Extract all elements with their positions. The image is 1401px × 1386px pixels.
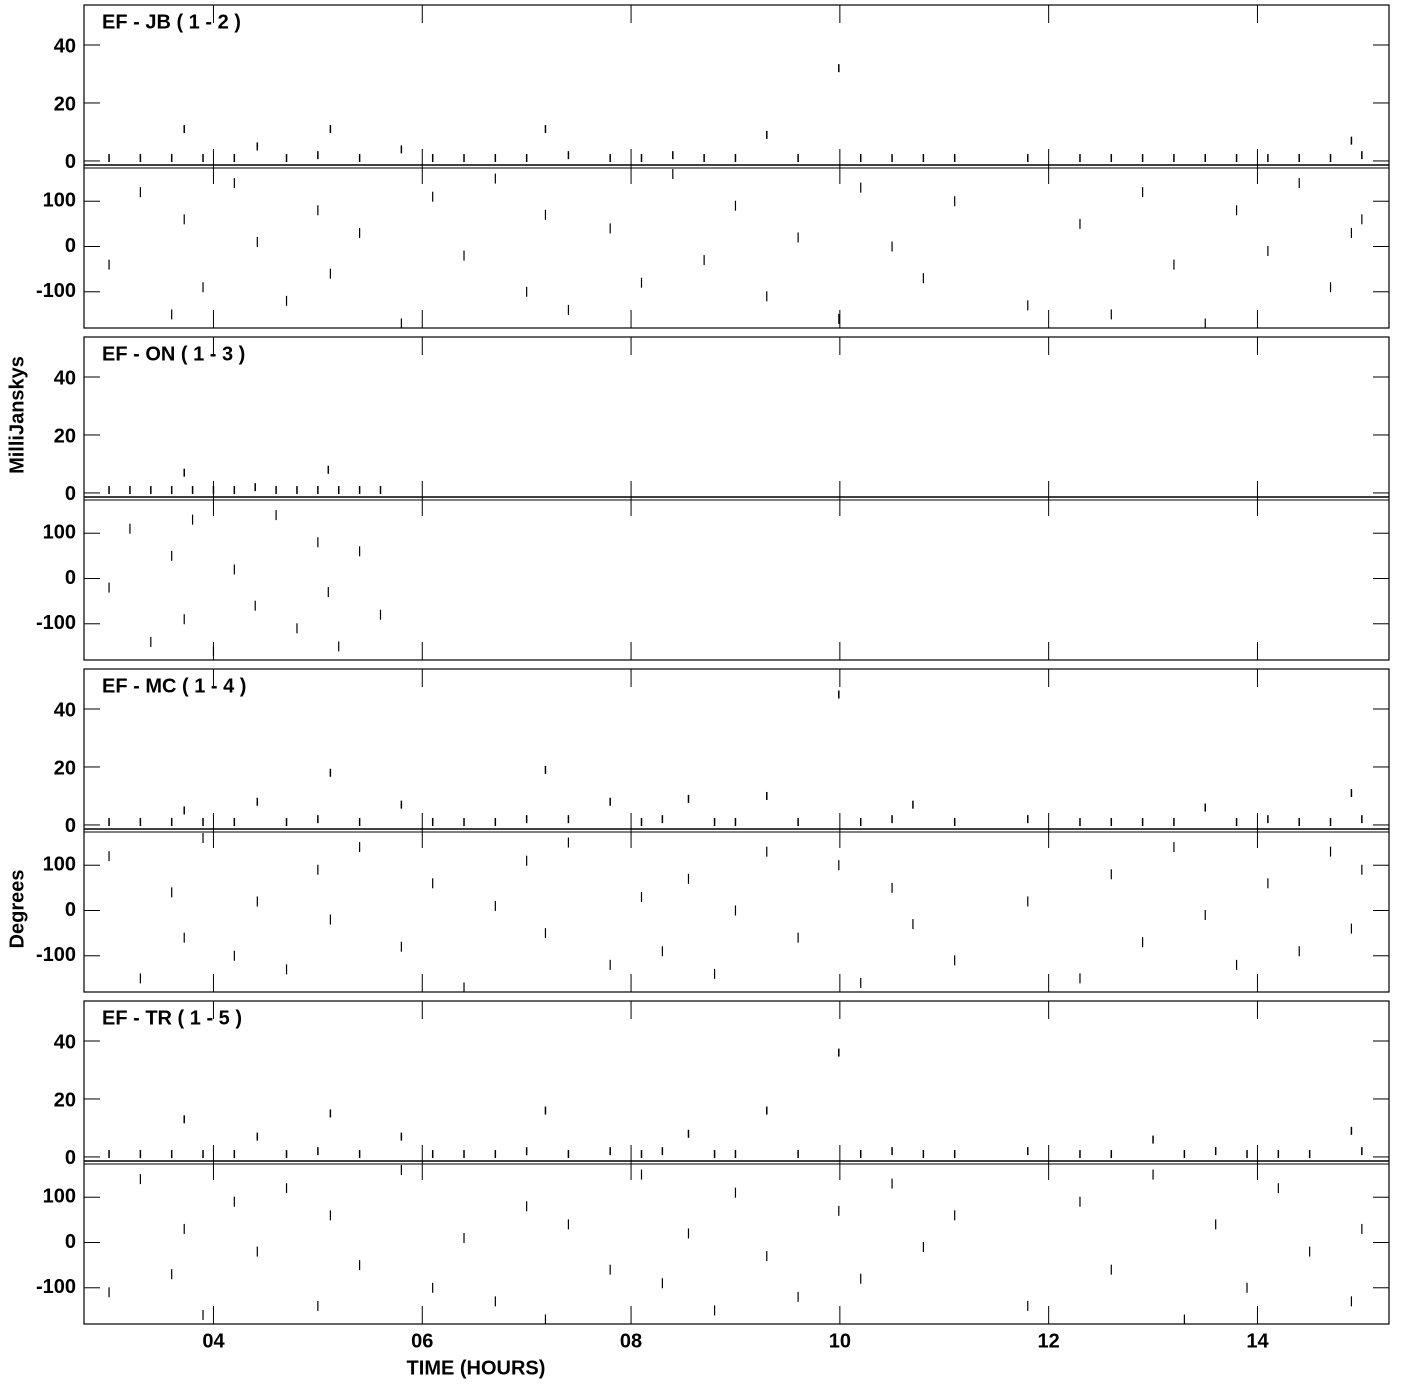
y-tick-label: 20 xyxy=(54,425,76,447)
y-tick-label: 0 xyxy=(65,899,76,921)
y-tick-label: 0 xyxy=(65,815,76,837)
y-tick-label: 0 xyxy=(65,235,76,257)
y-tick-label: 100 xyxy=(43,522,76,544)
panel-title: EF - TR ( 1 - 5 ) xyxy=(102,1007,242,1029)
y-tick-label: 100 xyxy=(43,190,76,212)
y-tick-label: -100 xyxy=(36,1276,76,1298)
y-tick-label: -100 xyxy=(36,944,76,966)
panel-title: EF - ON ( 1 - 3 ) xyxy=(102,343,245,365)
y-tick-label: 0 xyxy=(65,151,76,173)
y-tick-label: 0 xyxy=(65,567,76,589)
y-tick-label: 0 xyxy=(65,483,76,505)
y-tick-label: -100 xyxy=(36,612,76,634)
y-axis-label: Degrees xyxy=(6,870,28,949)
panel-title: EF - JB ( 1 - 2 ) xyxy=(102,11,241,33)
panel-frame xyxy=(83,4,1390,329)
y-axis-label: MilliJanskys xyxy=(6,356,28,474)
y-tick-label: 0 xyxy=(65,1147,76,1169)
panel-frame xyxy=(83,1000,1390,1325)
panel-frame xyxy=(83,668,1390,993)
y-tick-label: 20 xyxy=(54,1089,76,1111)
y-tick-label: -100 xyxy=(36,280,76,302)
x-tick-label: 12 xyxy=(1038,1330,1060,1352)
y-tick-label: 20 xyxy=(54,757,76,779)
y-tick-label: 100 xyxy=(43,1186,76,1208)
y-tick-label: 40 xyxy=(54,35,76,57)
x-axis-label: TIME (HOURS) xyxy=(407,1357,546,1379)
panel-title: EF - MC ( 1 - 4 ) xyxy=(102,675,246,697)
y-tick-label: 100 xyxy=(43,854,76,876)
y-tick-label: 40 xyxy=(54,1031,76,1053)
x-tick-label: 14 xyxy=(1246,1330,1269,1352)
x-tick-label: 08 xyxy=(620,1330,642,1352)
x-tick-label: 06 xyxy=(411,1330,433,1352)
x-tick-label: 04 xyxy=(202,1330,225,1352)
y-tick-label: 40 xyxy=(54,699,76,721)
panel-frame xyxy=(83,336,1390,661)
x-tick-label: 10 xyxy=(829,1330,851,1352)
y-tick-label: 40 xyxy=(54,367,76,389)
y-tick-label: 20 xyxy=(54,93,76,115)
y-tick-label: 0 xyxy=(65,1231,76,1253)
